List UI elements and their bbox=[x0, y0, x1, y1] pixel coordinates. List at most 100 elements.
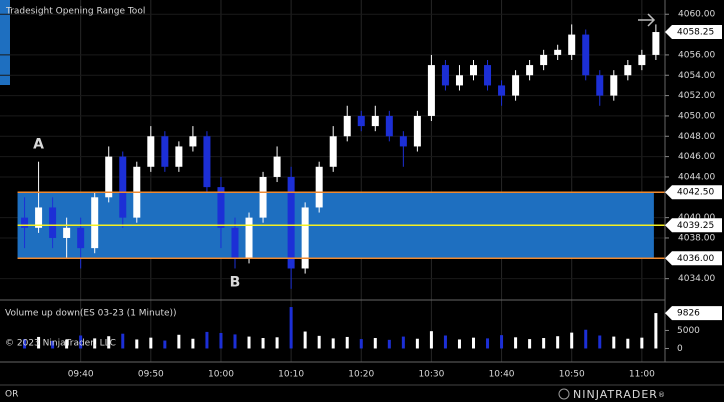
x-tick-label: 10:00 bbox=[208, 370, 234, 380]
volume-bar bbox=[37, 336, 41, 349]
volume-bar bbox=[471, 337, 475, 349]
logo-icon bbox=[558, 388, 570, 400]
volume-bar bbox=[79, 335, 83, 349]
copyright: © 2023 NinjaTrader, LLC bbox=[5, 339, 116, 349]
annotation: B bbox=[230, 275, 241, 291]
candle-body bbox=[624, 65, 632, 76]
volume-bar bbox=[415, 338, 419, 349]
volume-bar bbox=[107, 336, 111, 349]
x-tick-label: 10:50 bbox=[559, 370, 585, 380]
last-volume-label: 9826 bbox=[677, 309, 700, 319]
tool-title: Tradesight Opening Range Tool bbox=[5, 7, 145, 17]
candle-body bbox=[77, 227, 85, 249]
price-marker bbox=[665, 251, 722, 266]
volume-bar bbox=[654, 313, 658, 349]
candle-body bbox=[259, 176, 267, 218]
logo-word: NINJATRADER bbox=[573, 388, 658, 401]
price-marker bbox=[665, 185, 722, 200]
volume-bar bbox=[584, 329, 588, 349]
volume-bar bbox=[345, 336, 349, 349]
volume-bar bbox=[247, 336, 251, 349]
volume-bar bbox=[289, 307, 293, 349]
candle-body bbox=[385, 115, 393, 137]
candle-body bbox=[427, 65, 435, 116]
candle-body bbox=[399, 136, 407, 147]
candle-body bbox=[540, 54, 548, 66]
y-tick-label: 4046.00 bbox=[678, 152, 715, 162]
volume-bar bbox=[542, 338, 546, 349]
candle-body bbox=[455, 75, 463, 86]
candle-body bbox=[245, 217, 253, 259]
volume-bar bbox=[556, 336, 560, 349]
volume-bar bbox=[443, 335, 447, 349]
scroll-icon[interactable] bbox=[638, 13, 656, 27]
last-volume-marker bbox=[665, 306, 722, 321]
candle-body bbox=[189, 136, 197, 147]
candle-body bbox=[554, 49, 562, 55]
x-tick-label: 10:40 bbox=[489, 370, 515, 380]
y-tick-label: 4040.00 bbox=[678, 213, 715, 223]
candle-body bbox=[343, 115, 351, 137]
candle-body bbox=[21, 217, 29, 228]
candle-body bbox=[568, 34, 576, 55]
y-tick-label: 4048.00 bbox=[678, 132, 715, 142]
price-marker-label: 4039.25 bbox=[677, 221, 714, 231]
y-tick-label: 4052.00 bbox=[678, 91, 715, 101]
candle-body bbox=[469, 65, 477, 76]
volume-bar bbox=[163, 340, 167, 349]
volume-bar bbox=[500, 335, 504, 349]
candle-body bbox=[315, 166, 323, 208]
volume-bar bbox=[233, 334, 237, 349]
y-tick-label: 5000 bbox=[677, 326, 700, 336]
volume-bar bbox=[626, 338, 630, 349]
candle-body bbox=[582, 34, 590, 76]
volume-bar bbox=[149, 337, 153, 349]
last-price-label: 4058.25 bbox=[677, 28, 714, 38]
candle-body bbox=[35, 207, 43, 228]
candle-body bbox=[329, 136, 337, 167]
candle-body bbox=[484, 65, 492, 86]
volume-bar bbox=[640, 337, 644, 349]
x-tick-label: 09:40 bbox=[68, 370, 94, 380]
volume-bar bbox=[486, 338, 490, 349]
volume-bar bbox=[261, 338, 265, 349]
candle-body bbox=[371, 115, 379, 127]
candle-body bbox=[105, 156, 113, 198]
volume-bar bbox=[135, 339, 139, 349]
volume-bar bbox=[570, 332, 574, 349]
candle-body bbox=[441, 65, 449, 86]
x-tick-label: 10:30 bbox=[418, 370, 444, 380]
volume-bar bbox=[93, 338, 97, 349]
volume-bar bbox=[303, 331, 307, 349]
volume-bar bbox=[205, 331, 209, 349]
x-tick-label: 09:50 bbox=[138, 370, 164, 380]
candle-body bbox=[217, 187, 225, 228]
volume-bar bbox=[514, 337, 518, 349]
volume-bar bbox=[219, 332, 223, 349]
candle-body bbox=[203, 136, 211, 188]
volume-title: Volume up down(ES 03-23 (1 Minute)) bbox=[5, 309, 177, 319]
volume-bar bbox=[528, 339, 532, 349]
candle-body bbox=[638, 54, 646, 66]
volume-bar bbox=[317, 335, 321, 349]
volume-bar bbox=[429, 331, 433, 349]
candle-body bbox=[161, 136, 169, 167]
y-tick-label: 4060.00 bbox=[678, 10, 715, 20]
footer-label: OR bbox=[5, 390, 18, 400]
candle-body bbox=[301, 207, 309, 269]
candle-body bbox=[147, 136, 155, 167]
y-tick-label: 4050.00 bbox=[678, 111, 715, 121]
x-tick-label: 10:20 bbox=[348, 370, 374, 380]
candle-body bbox=[413, 115, 421, 147]
y-tick-label: 4054.00 bbox=[678, 71, 715, 81]
volume-bar bbox=[51, 340, 55, 349]
candle-body bbox=[357, 115, 365, 127]
x-tick-label: 11:00 bbox=[629, 370, 655, 380]
volume-bar bbox=[598, 335, 602, 349]
y-tick-label: 4056.00 bbox=[678, 50, 715, 60]
y-tick-label: 4034.00 bbox=[678, 274, 715, 284]
price-marker-label: 4042.50 bbox=[677, 188, 714, 198]
candle-body bbox=[231, 227, 239, 259]
volume-bar bbox=[275, 337, 279, 349]
